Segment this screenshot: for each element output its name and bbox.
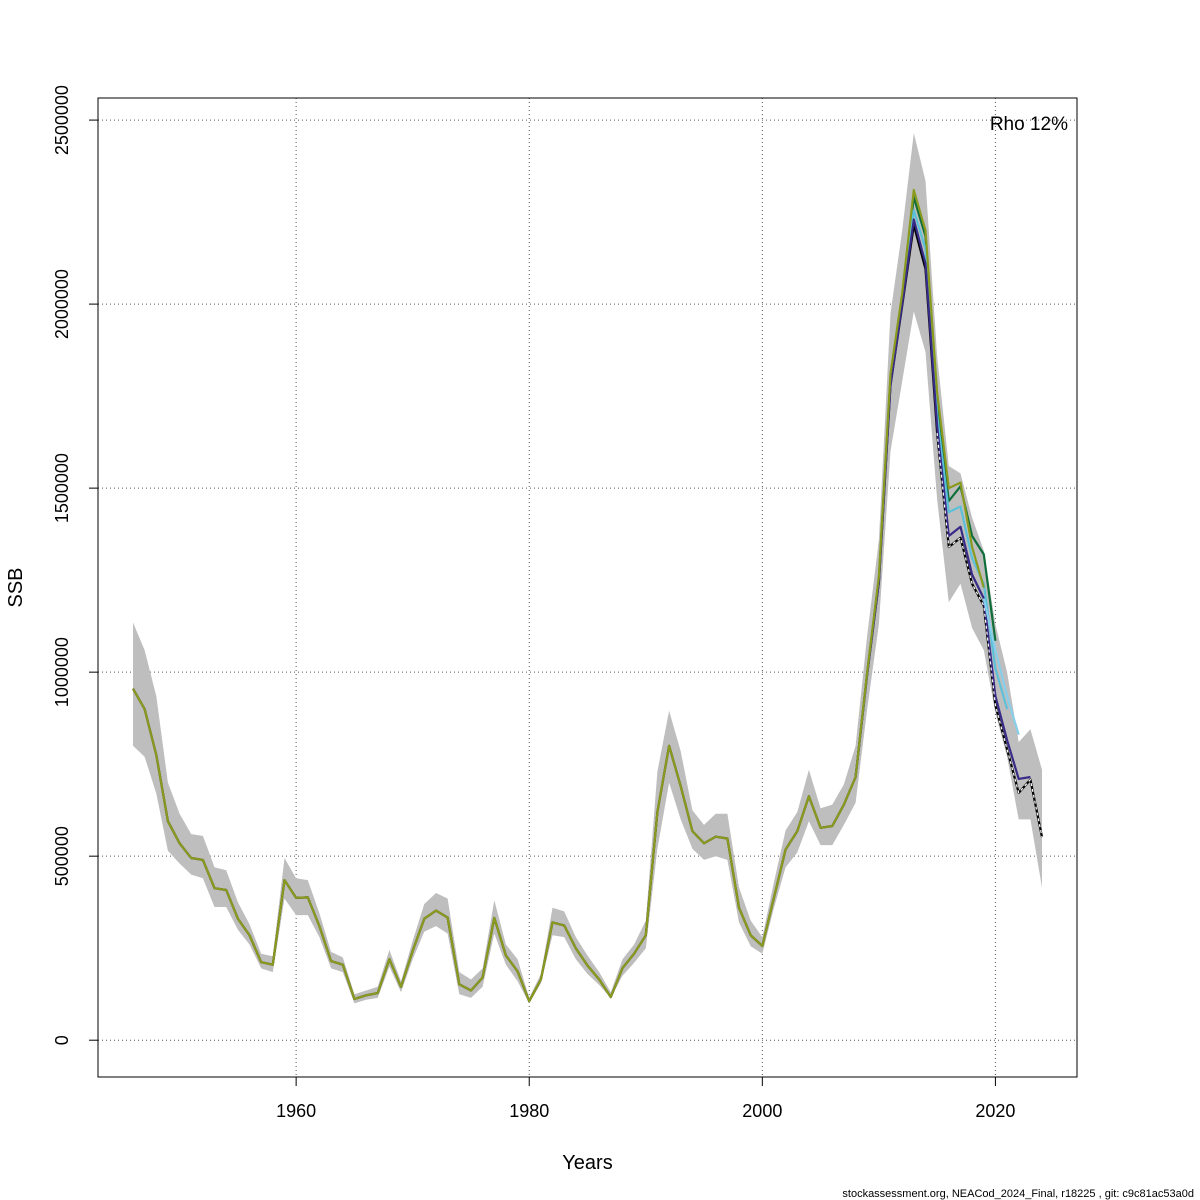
series-line (132, 188, 985, 1003)
series-layer (132, 188, 1044, 1003)
series-line (982, 598, 1020, 736)
rho-annotation: Rho 12% (990, 114, 1068, 135)
x-axis: 1960 1980 2000 2020 (276, 1077, 1015, 1121)
x-tick-label: 1980 (509, 1101, 549, 1121)
y-tick-label: 1500000 (52, 453, 72, 523)
x-tick-label: 2020 (975, 1101, 1015, 1121)
y-axis: 0 500000 1000000 1500000 2000000 2500000 (52, 85, 98, 1045)
x-axis-title: Years (562, 1152, 612, 1174)
y-tick-label: 500000 (52, 826, 72, 886)
y-tick-label: 1000000 (52, 637, 72, 707)
y-tick-label: 0 (52, 1035, 72, 1045)
x-tick-label: 2000 (742, 1101, 782, 1121)
y-tick-label: 2500000 (52, 85, 72, 155)
y-axis-title: SSB (5, 567, 27, 607)
footer-credit: stockassessment.org, NEACod_2024_Final, … (842, 1188, 1194, 1200)
series-line-dashed-overlay (936, 432, 1043, 838)
x-tick-label: 1960 (276, 1101, 316, 1121)
plot-frame (97, 97, 1078, 1078)
y-tick-label: 2000000 (52, 269, 72, 339)
